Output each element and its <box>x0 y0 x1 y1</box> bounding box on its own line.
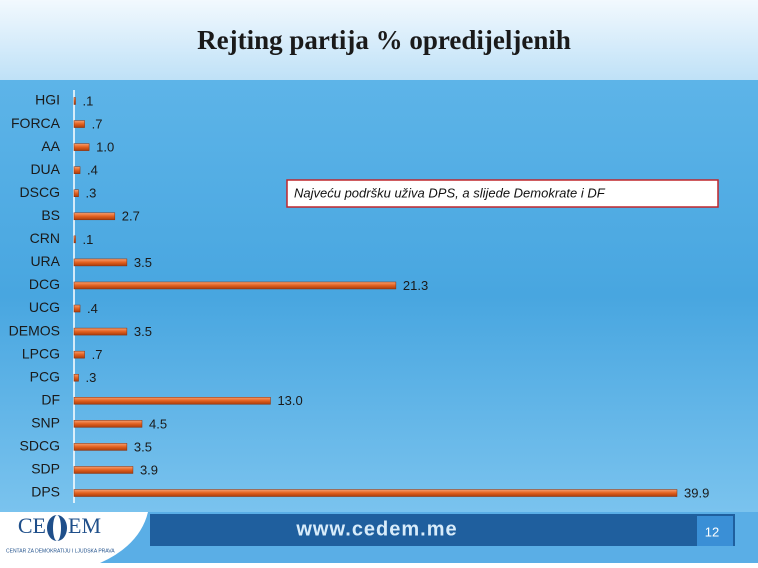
category-label: BS <box>41 207 60 223</box>
value-label: .7 <box>92 116 103 131</box>
chart-background <box>0 80 758 512</box>
category-label: SNP <box>31 415 60 431</box>
category-label: UCG <box>29 299 60 315</box>
bar <box>73 350 85 359</box>
value-label: 39.9 <box>684 485 709 500</box>
value-label: .3 <box>86 370 97 385</box>
logo-text: EM <box>68 513 101 538</box>
category-label: AA <box>41 138 60 154</box>
bar <box>73 327 128 336</box>
value-label: .3 <box>86 186 97 201</box>
logo-caption: CENTAR ZA DEMOKRATIJU I LJUDSKA PRAVA <box>6 548 115 554</box>
value-label: 2.7 <box>122 209 140 224</box>
bar <box>73 235 76 244</box>
footer-url: www.cedem.me <box>295 518 457 540</box>
title-band <box>0 0 758 80</box>
bar <box>73 143 90 151</box>
bar <box>73 420 143 428</box>
category-label: LPCG <box>22 345 60 361</box>
value-label: .4 <box>87 301 98 316</box>
value-label: .7 <box>92 347 103 362</box>
bar <box>73 258 128 267</box>
bar <box>73 166 81 174</box>
footer-bar <box>150 514 735 546</box>
category-label: DSCG <box>20 184 60 200</box>
category-label: SDCG <box>20 438 60 454</box>
page-box <box>697 516 733 546</box>
value-label: .4 <box>87 163 98 178</box>
bar <box>73 443 128 451</box>
page-number: 12 <box>705 524 719 539</box>
bar <box>73 489 678 497</box>
category-label: CRN <box>30 230 60 246</box>
category-label: FORCA <box>11 115 61 131</box>
value-label: 21.3 <box>403 278 428 293</box>
chart-title: Rejting partija % opredijeljenih <box>197 25 571 55</box>
bar <box>73 189 79 197</box>
bar <box>73 281 397 290</box>
category-label: DUA <box>30 161 60 177</box>
logo-text: CE <box>18 513 46 538</box>
value-label: 4.5 <box>149 416 167 431</box>
value-label: 1.0 <box>96 140 114 155</box>
value-label: 3.5 <box>134 324 152 339</box>
logo-background <box>0 512 148 563</box>
category-label: DF <box>41 391 60 407</box>
value-label: 13.0 <box>277 393 302 408</box>
value-label: 3.9 <box>140 462 158 477</box>
category-label: PCG <box>30 368 60 384</box>
bar <box>73 373 79 382</box>
bar <box>73 120 85 128</box>
bar <box>73 304 81 313</box>
bar <box>73 397 271 405</box>
value-label: .1 <box>83 232 94 247</box>
category-label: URA <box>30 253 60 269</box>
category-label: HGI <box>35 92 60 108</box>
bar <box>73 466 134 474</box>
category-label: DCG <box>29 276 60 292</box>
category-label: DEMOS <box>9 322 60 338</box>
category-label: DPS <box>31 484 60 500</box>
annotation: Najveću podršku uživa DPS, a slijede Dem… <box>294 185 606 200</box>
annotation-box <box>286 179 719 208</box>
value-label: 3.5 <box>134 439 152 454</box>
bar <box>73 97 76 105</box>
value-label: 3.5 <box>134 255 152 270</box>
value-label: .1 <box>83 93 94 108</box>
bar <box>73 212 116 221</box>
logo-mark <box>53 515 61 541</box>
category-label: SDP <box>31 461 60 477</box>
